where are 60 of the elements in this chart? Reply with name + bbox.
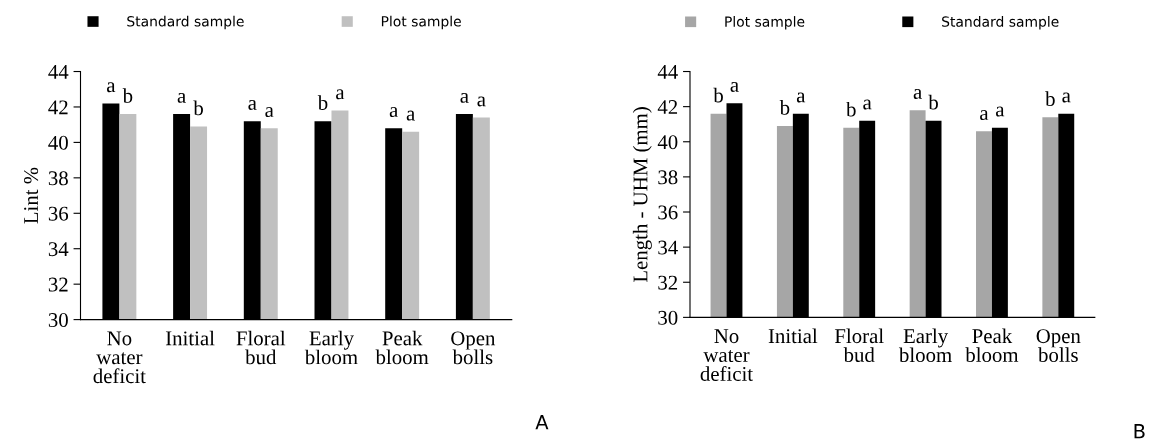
y-tick-label: 42 bbox=[48, 100, 68, 115]
y-tick-label: 30 bbox=[658, 310, 678, 325]
data-label: a bbox=[980, 110, 989, 121]
data-label: b bbox=[317, 95, 328, 110]
y-tick-label: 44 bbox=[48, 65, 69, 79]
y-tick-label: 32 bbox=[48, 277, 68, 292]
x-tick-label: Early bloom bbox=[898, 328, 952, 363]
data-label: a bbox=[336, 89, 345, 100]
data-label: a bbox=[265, 107, 274, 118]
y-tick-label: 40 bbox=[657, 135, 678, 150]
data-label: b bbox=[846, 101, 856, 117]
x-tick-label: Floral bud bbox=[236, 330, 286, 365]
data-label: a bbox=[477, 96, 486, 107]
data-label: b bbox=[779, 100, 790, 115]
data-label: b bbox=[122, 88, 133, 103]
data-label: a bbox=[389, 107, 399, 118]
data-label: a bbox=[406, 110, 415, 121]
data-label: a bbox=[730, 81, 739, 92]
y-axis-title: Length - UHM (mm) bbox=[632, 107, 652, 283]
y-tick-label: 40 bbox=[48, 135, 68, 150]
data-label: a bbox=[1062, 92, 1071, 103]
y-tick-label: 36 bbox=[658, 205, 678, 220]
y-tick-label: 32 bbox=[658, 275, 678, 290]
x-tick-label: Open bolls bbox=[451, 331, 496, 365]
y-tick-label: 38 bbox=[658, 170, 678, 185]
data-label: a bbox=[107, 82, 116, 93]
data-label: b bbox=[713, 87, 723, 103]
data-label: a bbox=[177, 92, 186, 103]
x-tick-label: No water deficit bbox=[700, 329, 753, 381]
y-tick-label: 42 bbox=[657, 100, 678, 114]
y-axis-title: Lint % bbox=[24, 167, 39, 224]
text: A bbox=[535, 414, 549, 430]
data-label: b bbox=[928, 94, 938, 110]
x-tick-label: Peak bloom bbox=[375, 330, 429, 365]
x-tick-label: Open bolls bbox=[1036, 329, 1081, 363]
data-label: a bbox=[996, 106, 1005, 117]
text: B bbox=[1134, 424, 1145, 439]
x-tick-label: Floral bud bbox=[834, 328, 884, 363]
y-tick-label: 30 bbox=[48, 312, 68, 328]
legend-label: Standard sample bbox=[942, 16, 1059, 30]
y-tick-label: 34 bbox=[658, 240, 678, 255]
data-label: b bbox=[193, 100, 203, 116]
data-label: a bbox=[863, 99, 872, 110]
legend-label: Plot sample bbox=[381, 15, 461, 30]
x-tick-label: Initial bbox=[165, 330, 215, 346]
data-label: b bbox=[1045, 91, 1055, 106]
x-tick-label: No water deficit bbox=[93, 331, 146, 384]
legend-label: Plot sample bbox=[725, 16, 805, 30]
y-tick-label: 44 bbox=[657, 65, 678, 79]
x-tick-label: Initial bbox=[768, 328, 818, 344]
data-label: a bbox=[913, 89, 922, 99]
x-tick-label: Peak bloom bbox=[965, 328, 1019, 363]
y-tick-label: 34 bbox=[48, 242, 69, 257]
data-label: a bbox=[248, 99, 257, 110]
y-tick-label: 38 bbox=[48, 171, 68, 186]
y-tick-label: 36 bbox=[48, 206, 69, 221]
data-label: a bbox=[796, 92, 806, 103]
legend-label: Standard sample bbox=[127, 15, 244, 30]
data-label: a bbox=[460, 92, 469, 103]
x-tick-label: Early bloom bbox=[304, 330, 358, 365]
